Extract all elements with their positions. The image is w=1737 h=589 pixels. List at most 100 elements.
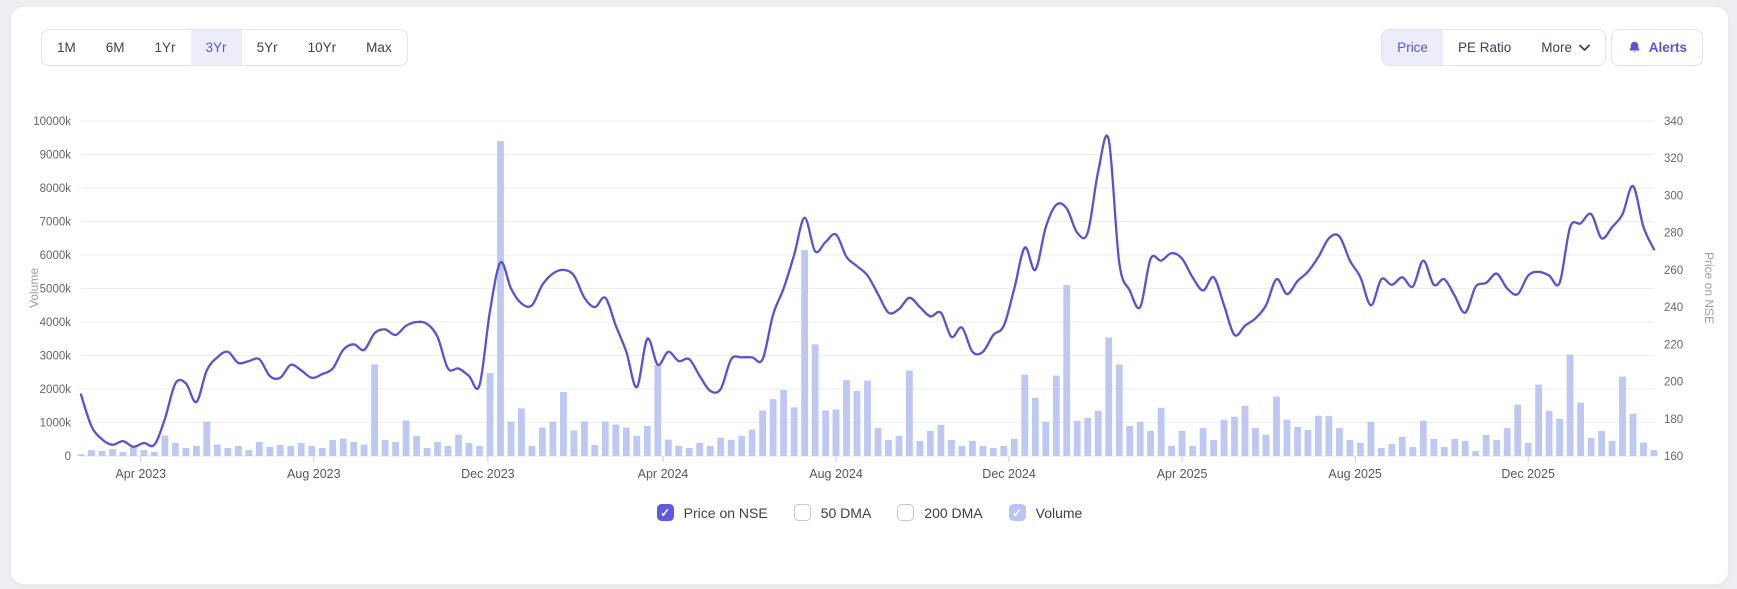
- range-button-3yr[interactable]: 3Yr: [190, 30, 242, 65]
- volume-bar: [1377, 448, 1385, 456]
- volume-bar: [1126, 425, 1134, 456]
- volume-bar: [518, 408, 525, 456]
- volume-bar: [633, 435, 641, 456]
- volume-bar: [318, 448, 326, 456]
- volume-bar: [497, 141, 504, 456]
- price-axis-tick-label: 160: [1664, 451, 1683, 463]
- volume-bar: [1577, 402, 1584, 456]
- volume-axis-tick-label: 0: [65, 451, 71, 463]
- volume-bar: [958, 445, 966, 456]
- volume-bar: [1440, 447, 1448, 456]
- x-axis-tick-label: Apr 2024: [638, 467, 689, 481]
- x-axis-tick-label: Dec 2023: [461, 467, 515, 481]
- volume-bar: [1346, 439, 1354, 456]
- range-button-1m[interactable]: 1M: [42, 30, 91, 65]
- volume-bar: [1608, 440, 1616, 456]
- volume-bar: [1556, 418, 1563, 456]
- volume-bar: [1000, 445, 1008, 456]
- legend-item-50-dma[interactable]: ✓ 50 DMA: [793, 504, 871, 521]
- legend-item-volume[interactable]: ✓ Volume: [1008, 504, 1082, 521]
- price-axis-tick-label: 320: [1664, 153, 1683, 165]
- volume-bar: [1273, 396, 1280, 456]
- range-button-max[interactable]: Max: [351, 30, 407, 65]
- checkbox-50-dma[interactable]: ✓: [793, 504, 811, 521]
- x-axis-tick-label: Aug 2024: [809, 467, 863, 481]
- volume-bar: [874, 427, 882, 456]
- volume-bar: [570, 430, 578, 456]
- volume-bar: [706, 445, 714, 456]
- volume-bar: [780, 390, 787, 456]
- volume-bar: [392, 441, 399, 456]
- chart-card: 1M 6M 1Yr 3Yr 5Yr 10Yr Max Price PE Rati…: [10, 6, 1729, 585]
- volume-axis-tick-label: 5000k: [40, 284, 72, 296]
- price-axis-tick-label: 260: [1664, 265, 1683, 277]
- volume-bar: [1052, 375, 1060, 456]
- volume-bar: [455, 434, 462, 456]
- range-button-1yr[interactable]: 1Yr: [140, 30, 191, 65]
- volume-bar: [832, 409, 840, 456]
- volume-bar: [906, 370, 913, 456]
- volume-bar: [1063, 285, 1071, 456]
- volume-bar: [622, 427, 630, 456]
- volume-bar: [1598, 430, 1605, 456]
- price-volume-chart[interactable]: 0 1000k 2000k 3000k 4000k 5000k 6000k 7000k 8000…: [11, 7, 1728, 584]
- range-button-10yr[interactable]: 10Yr: [293, 30, 352, 65]
- volume-bar: [486, 372, 494, 456]
- price-axis-tick-label: 300: [1664, 190, 1683, 202]
- volume-bar: [1210, 439, 1217, 456]
- checkbox-price-on-nse[interactable]: ✓: [656, 504, 674, 521]
- tab-price[interactable]: Price: [1382, 30, 1443, 65]
- volume-bar: [1021, 374, 1029, 456]
- volume-bar: [140, 450, 148, 456]
- volume-bar: [1524, 442, 1532, 456]
- volume-bar: [1650, 450, 1658, 456]
- volume-bar: [1514, 404, 1522, 456]
- range-button-5yr[interactable]: 5Yr: [242, 30, 293, 65]
- volume-bar: [738, 435, 746, 456]
- volume-bar: [1136, 421, 1144, 456]
- volume-bar: [549, 421, 557, 456]
- volume-bar: [769, 399, 777, 456]
- volume-bar: [77, 454, 85, 456]
- legend-label: 200 DMA: [924, 504, 983, 521]
- more-dropdown[interactable]: More: [1526, 30, 1605, 65]
- checkbox-200-dma[interactable]: ✓: [897, 504, 915, 521]
- volume-bar: [119, 452, 127, 456]
- volume-bar: [130, 447, 137, 456]
- legend-item-200-dma[interactable]: ✓ 200 DMA: [897, 504, 983, 521]
- alerts-label: Alerts: [1648, 40, 1687, 55]
- volume-bar: [528, 445, 536, 456]
- volume-bar: [255, 441, 263, 456]
- volume-axis-tick-label: 7000k: [40, 217, 72, 229]
- range-button-6m[interactable]: 6M: [91, 30, 140, 65]
- tab-pe-ratio[interactable]: PE Ratio: [1443, 30, 1526, 65]
- volume-bar: [654, 364, 662, 456]
- volume-bar: [1419, 420, 1427, 456]
- volume-bar: [1325, 415, 1333, 456]
- volume-bar: [245, 450, 253, 456]
- volume-bar: [685, 448, 693, 456]
- legend-item-price-on-nse[interactable]: ✓ Price on NSE: [656, 504, 768, 521]
- volume-bar: [675, 445, 683, 456]
- volume-bar: [1147, 430, 1154, 456]
- volume-bar: [601, 421, 609, 456]
- time-range-group: 1M 6M 1Yr 3Yr 5Yr 10Yr Max: [41, 29, 408, 66]
- volume-bar: [434, 441, 441, 456]
- volume-bar: [172, 442, 179, 456]
- volume-bar: [696, 442, 704, 456]
- chart-header: 1M 6M 1Yr 3Yr 5Yr 10Yr Max Price PE Rati…: [11, 7, 1728, 97]
- volume-bar: [276, 444, 284, 456]
- volume-bar: [1084, 417, 1092, 456]
- volume-bar: [1357, 442, 1364, 456]
- volume-bar: [350, 441, 358, 456]
- volume-bar: [1472, 451, 1480, 456]
- volume-bar: [1482, 434, 1490, 456]
- volume-bar: [664, 439, 672, 456]
- volume-bar: [1010, 438, 1018, 456]
- volume-bar: [581, 421, 588, 456]
- volume-bar: [287, 445, 295, 456]
- alerts-button[interactable]: Alerts: [1610, 29, 1703, 66]
- chevron-down-icon: [1579, 44, 1590, 52]
- volume-bar: [1073, 420, 1081, 456]
- checkbox-volume[interactable]: ✓: [1008, 504, 1026, 521]
